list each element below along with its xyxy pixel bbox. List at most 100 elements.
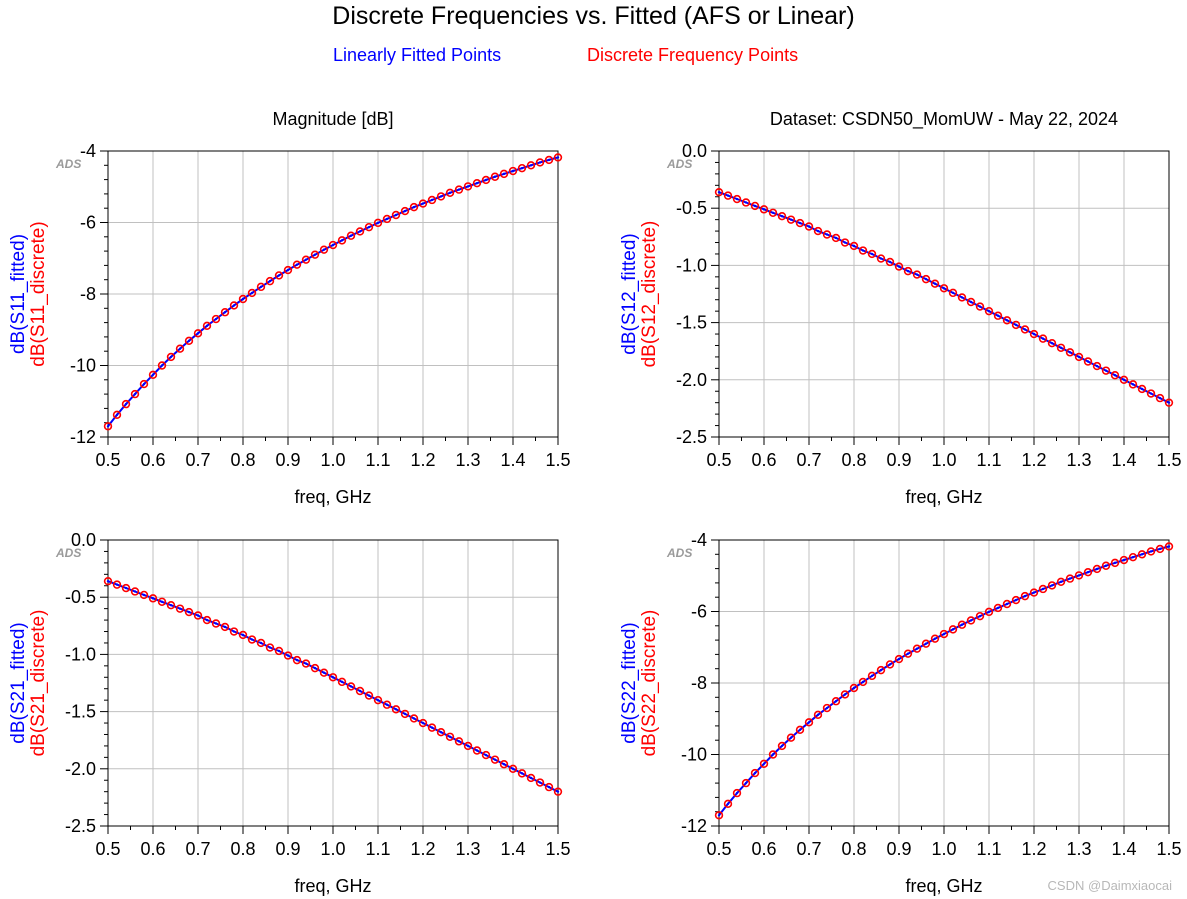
data-point-fitted [520, 166, 524, 170]
data-point-fitted [106, 579, 110, 583]
data-point-fitted [816, 229, 820, 233]
chart-header: Magnitude [dB] [272, 109, 393, 129]
data-point-fitted [358, 689, 362, 693]
x-tick-label: 0.7 [796, 450, 821, 470]
data-point-fitted [726, 802, 730, 806]
data-point-discrete [1056, 577, 1066, 587]
x-tick-label: 1.5 [545, 839, 570, 859]
data-point-discrete [274, 646, 284, 656]
data-point-discrete [957, 293, 967, 302]
data-point-fitted [439, 730, 443, 734]
data-point-discrete [355, 686, 365, 696]
y-tick-label: -1.5 [65, 702, 96, 722]
data-point-fitted [529, 164, 533, 167]
data-point-discrete [373, 695, 383, 705]
y-tick-label: -2.0 [65, 759, 96, 779]
data-point-discrete [1119, 555, 1129, 565]
x-tick-label: 0.5 [95, 450, 120, 470]
data-point-discrete [103, 576, 113, 586]
data-point-discrete [867, 671, 877, 681]
y-tick-label: -12 [681, 816, 707, 836]
data-point-fitted [259, 641, 263, 645]
data-point-discrete [1092, 564, 1102, 574]
data-point-fitted [475, 181, 479, 185]
data-point-discrete [481, 175, 491, 185]
y-tick-label: -12 [70, 427, 96, 447]
data-point-fitted [1068, 577, 1072, 580]
data-point-discrete [741, 778, 751, 788]
data-point-fitted [376, 221, 380, 225]
data-point-fitted [358, 230, 362, 233]
y-axis-label-fitted: dB(S11_fitted) [8, 234, 29, 354]
data-point-discrete [777, 741, 787, 751]
data-point-discrete [310, 250, 320, 259]
data-point-fitted [106, 425, 110, 428]
data-point-discrete [975, 302, 985, 311]
data-point-discrete [1047, 581, 1057, 590]
data-point-fitted [502, 172, 506, 176]
data-point-discrete [247, 635, 257, 644]
data-point-fitted [304, 258, 308, 261]
data-point-fitted [349, 234, 353, 237]
data-point-discrete [121, 583, 131, 593]
data-point-fitted [762, 762, 766, 765]
data-point-fitted [223, 625, 227, 629]
data-point-fitted [394, 213, 398, 217]
y-axis-label-discrete: dB(S12_discrete) [639, 221, 660, 368]
data-point-fitted [475, 749, 479, 752]
x-tick-label: 1.1 [976, 450, 1001, 470]
data-point-fitted [322, 671, 326, 674]
chart-s11: Magnitude [dB] ADS 0.5 0.6 0.7 0.8 0.9 1.0 1.1 1.… [8, 109, 571, 507]
data-point-discrete [759, 759, 769, 768]
data-point-discrete [175, 604, 185, 613]
data-point-fitted [771, 753, 775, 756]
data-point-fitted [511, 169, 515, 173]
data-point-discrete [490, 172, 500, 181]
data-point-discrete [427, 723, 437, 732]
y-tick-label: 0.0 [682, 141, 707, 161]
data-point-fitted [978, 614, 982, 618]
data-point-discrete [490, 755, 500, 764]
data-point-discrete [1002, 316, 1012, 325]
data-point-discrete [364, 691, 374, 700]
y-tick-label: -1.0 [65, 644, 96, 664]
x-tick-label: 0.9 [275, 450, 300, 470]
data-point-fitted [987, 309, 991, 313]
data-point-fitted [547, 158, 551, 162]
data-point-fitted [870, 252, 874, 256]
data-point-discrete [822, 703, 832, 713]
data-point-discrete [463, 182, 473, 191]
data-point-fitted [160, 364, 164, 367]
y-axis-label-fitted: dB(S22_fitted) [619, 622, 640, 743]
data-point-discrete [184, 336, 194, 346]
data-point-fitted [484, 753, 488, 757]
data-point-discrete [1146, 547, 1156, 556]
data-point-fitted [933, 282, 937, 285]
data-point-fitted [538, 161, 542, 164]
x-tick-label: 0.8 [841, 450, 866, 470]
x-tick-label: 1.3 [1066, 450, 1091, 470]
x-tick-label: 1.5 [545, 450, 570, 470]
data-point-fitted [1158, 547, 1162, 551]
x-tick-label: 0.9 [886, 839, 911, 859]
data-point-discrete [247, 288, 257, 298]
data-point-fitted [484, 178, 488, 182]
y-tick-label: -10 [70, 356, 96, 376]
y-tick-label: -8 [691, 673, 707, 693]
data-point-fitted [1050, 341, 1054, 345]
data-point-fitted [322, 248, 326, 251]
data-point-fitted [259, 285, 263, 289]
data-point-fitted [268, 646, 272, 649]
data-point-discrete [202, 321, 212, 331]
data-point-fitted [960, 623, 964, 626]
data-point-discrete [1128, 380, 1138, 389]
data-point-fitted [241, 297, 245, 301]
data-point-fitted [1131, 383, 1135, 386]
data-point-discrete [166, 352, 176, 362]
data-point-fitted [1041, 587, 1045, 591]
data-point-fitted [385, 217, 389, 221]
data-point-discrete [211, 314, 221, 324]
data-point-fitted [843, 693, 847, 696]
plot-frame [107, 539, 559, 827]
